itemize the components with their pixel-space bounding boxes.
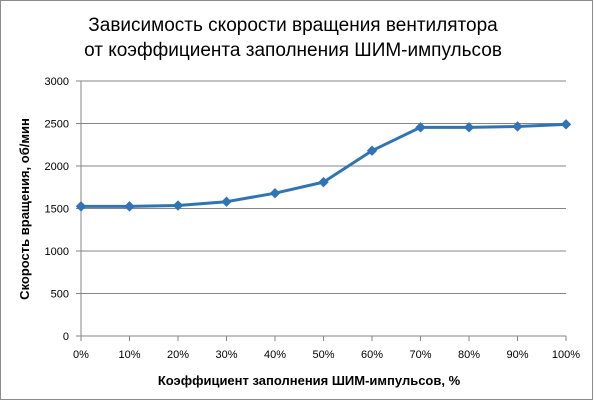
x-tick-labels: 0% 10% 20% 30% 40% 50% 60% 70% 80% 90% 100% [73, 349, 580, 361]
x-axis-label: Коэффициент заполнения ШИМ-импульсов, % [158, 373, 461, 388]
x-tick-label: 90% [506, 349, 528, 361]
x-tick-label: 0% [73, 349, 89, 361]
axes [76, 80, 567, 341]
y-tick-label: 1500 [45, 204, 69, 216]
y-tick-labels: 0 500 1000 1500 2000 2500 3000 [45, 76, 69, 343]
y-tick-label: 2500 [45, 119, 69, 131]
data-point [318, 176, 329, 188]
data-point [512, 121, 523, 132]
x-tick-label: 30% [215, 349, 237, 361]
gridlines [81, 80, 566, 294]
series-layer [75, 119, 572, 212]
x-tick-label: 60% [361, 349, 383, 361]
data-point [366, 145, 378, 156]
data-point [124, 201, 135, 212]
data-point [415, 122, 426, 133]
chart-title-line-2: от коэффициента заполнения ШИМ-импульсов [84, 40, 502, 61]
data-point [463, 122, 475, 133]
y-tick-label: 2000 [45, 161, 69, 173]
data-point [269, 187, 281, 199]
x-tick-label: 10% [118, 349, 140, 361]
y-tick-label: 0 [63, 331, 69, 343]
x-tick-label: 20% [167, 349, 189, 361]
x-tick-label: 50% [312, 349, 334, 361]
data-point [172, 200, 184, 211]
chart-title-line-1: Зависимость скорости вращения вентилятор… [88, 15, 498, 36]
series-line [81, 122, 567, 208]
y-tick-label: 1000 [45, 246, 69, 258]
data-point [221, 196, 232, 207]
y-tick-label: 3000 [45, 76, 69, 88]
data-point [560, 119, 572, 130]
y-tick-label: 500 [51, 289, 69, 301]
x-tick-label: 100% [552, 349, 580, 361]
data-point [75, 201, 87, 212]
x-tick-label: 70% [409, 349, 431, 361]
y-axis-label: Скорость вращения, об/мин [17, 118, 32, 300]
x-tick-label: 80% [458, 349, 480, 361]
x-tick-label: 40% [264, 349, 286, 361]
